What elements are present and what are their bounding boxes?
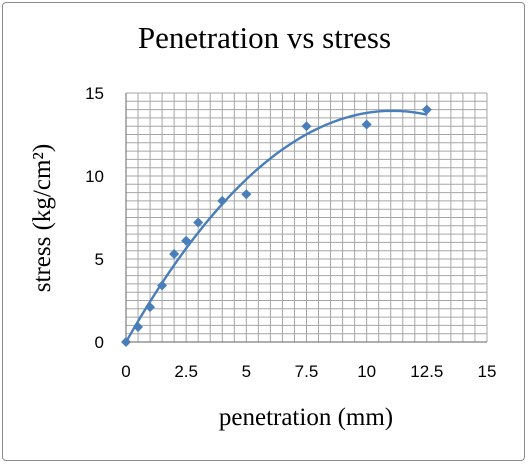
data-point: [169, 249, 180, 260]
y-axis-title: stress (kg/cm²): [29, 144, 56, 292]
data-point: [181, 235, 192, 246]
y-tick-label: 0: [95, 333, 104, 352]
data-point: [193, 217, 204, 228]
y-tick-label: 5: [95, 250, 104, 269]
data-point: [121, 337, 131, 347]
x-tick-label: 7.5: [295, 362, 319, 381]
x-tick-label: 2.5: [174, 362, 198, 381]
data-point: [145, 302, 156, 313]
chart-frame: [2, 2, 525, 461]
axes: [125, 93, 487, 343]
tick-labels: 0 2.5 5 7.5 10 12.5 15 0 5 10 15: [85, 84, 496, 381]
x-tick-label: 15: [478, 362, 497, 381]
y-tick-label: 10: [85, 167, 104, 186]
chart-title: Penetration vs stress: [137, 20, 392, 55]
trendline: [124, 109, 428, 343]
data-point: [217, 195, 228, 206]
x-tick-label: 5: [242, 362, 251, 381]
data-point: [301, 121, 312, 132]
x-tick-label: 10: [357, 362, 376, 381]
data-point: [133, 322, 144, 333]
data-point: [361, 119, 372, 130]
x-tick-label: 12.5: [410, 362, 443, 381]
x-axis-title: penetration (mm): [219, 404, 393, 431]
data-point: [157, 280, 168, 291]
data-point: [421, 104, 432, 115]
y-tick-label: 15: [85, 84, 104, 103]
data-points: [121, 104, 432, 347]
x-tick-label: 0: [121, 362, 130, 381]
data-point: [241, 189, 252, 200]
trendline-layer: [124, 109, 428, 343]
